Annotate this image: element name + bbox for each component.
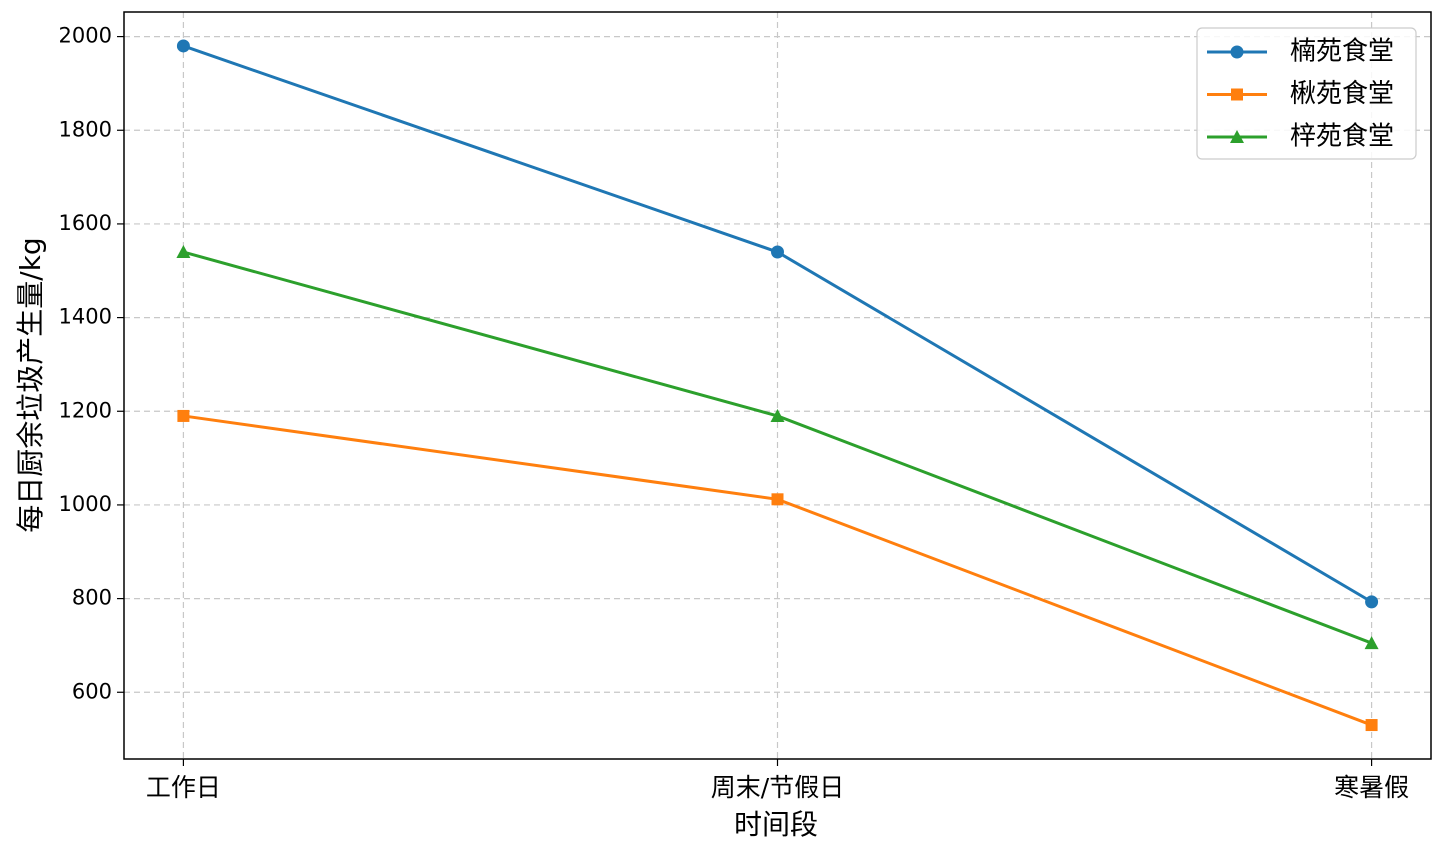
legend-marker — [1230, 45, 1244, 59]
y-tick-label: 2000 — [59, 24, 112, 48]
marker — [177, 409, 190, 422]
x-tick-label: 工作日 — [146, 773, 221, 802]
plot-frame — [123, 11, 1432, 760]
y-tick-label: 1400 — [59, 305, 112, 329]
marker — [176, 39, 190, 53]
y-tick-label: 800 — [72, 586, 112, 610]
x-tick-label: 周末/节假日 — [711, 773, 844, 802]
marker — [771, 493, 784, 506]
y-tick-label: 1600 — [59, 211, 112, 235]
x-tick-label: 寒暑假 — [1334, 773, 1409, 802]
marker — [176, 245, 191, 259]
legend-label: 梓苑食堂 — [1290, 122, 1394, 152]
legend-label: 楸苑食堂 — [1290, 79, 1394, 109]
marker — [770, 408, 785, 422]
marker — [771, 245, 784, 259]
legend-box — [1196, 27, 1417, 160]
marker — [1365, 719, 1378, 732]
y-tick-label: 1000 — [59, 492, 112, 516]
marker — [1365, 595, 1379, 609]
y-axis-label: 每日厨余垃圾产生量/kg — [14, 237, 47, 532]
y-tick-label: 1200 — [59, 398, 112, 422]
x-axis-label: 时间段 — [734, 808, 818, 841]
marker — [1364, 636, 1379, 650]
y-tick-label: 1800 — [59, 117, 112, 141]
y-tick-label: 600 — [72, 679, 112, 703]
legend-marker — [1230, 130, 1244, 143]
legend-marker — [1231, 88, 1243, 101]
legend-label: 楠苑食堂 — [1290, 37, 1394, 67]
